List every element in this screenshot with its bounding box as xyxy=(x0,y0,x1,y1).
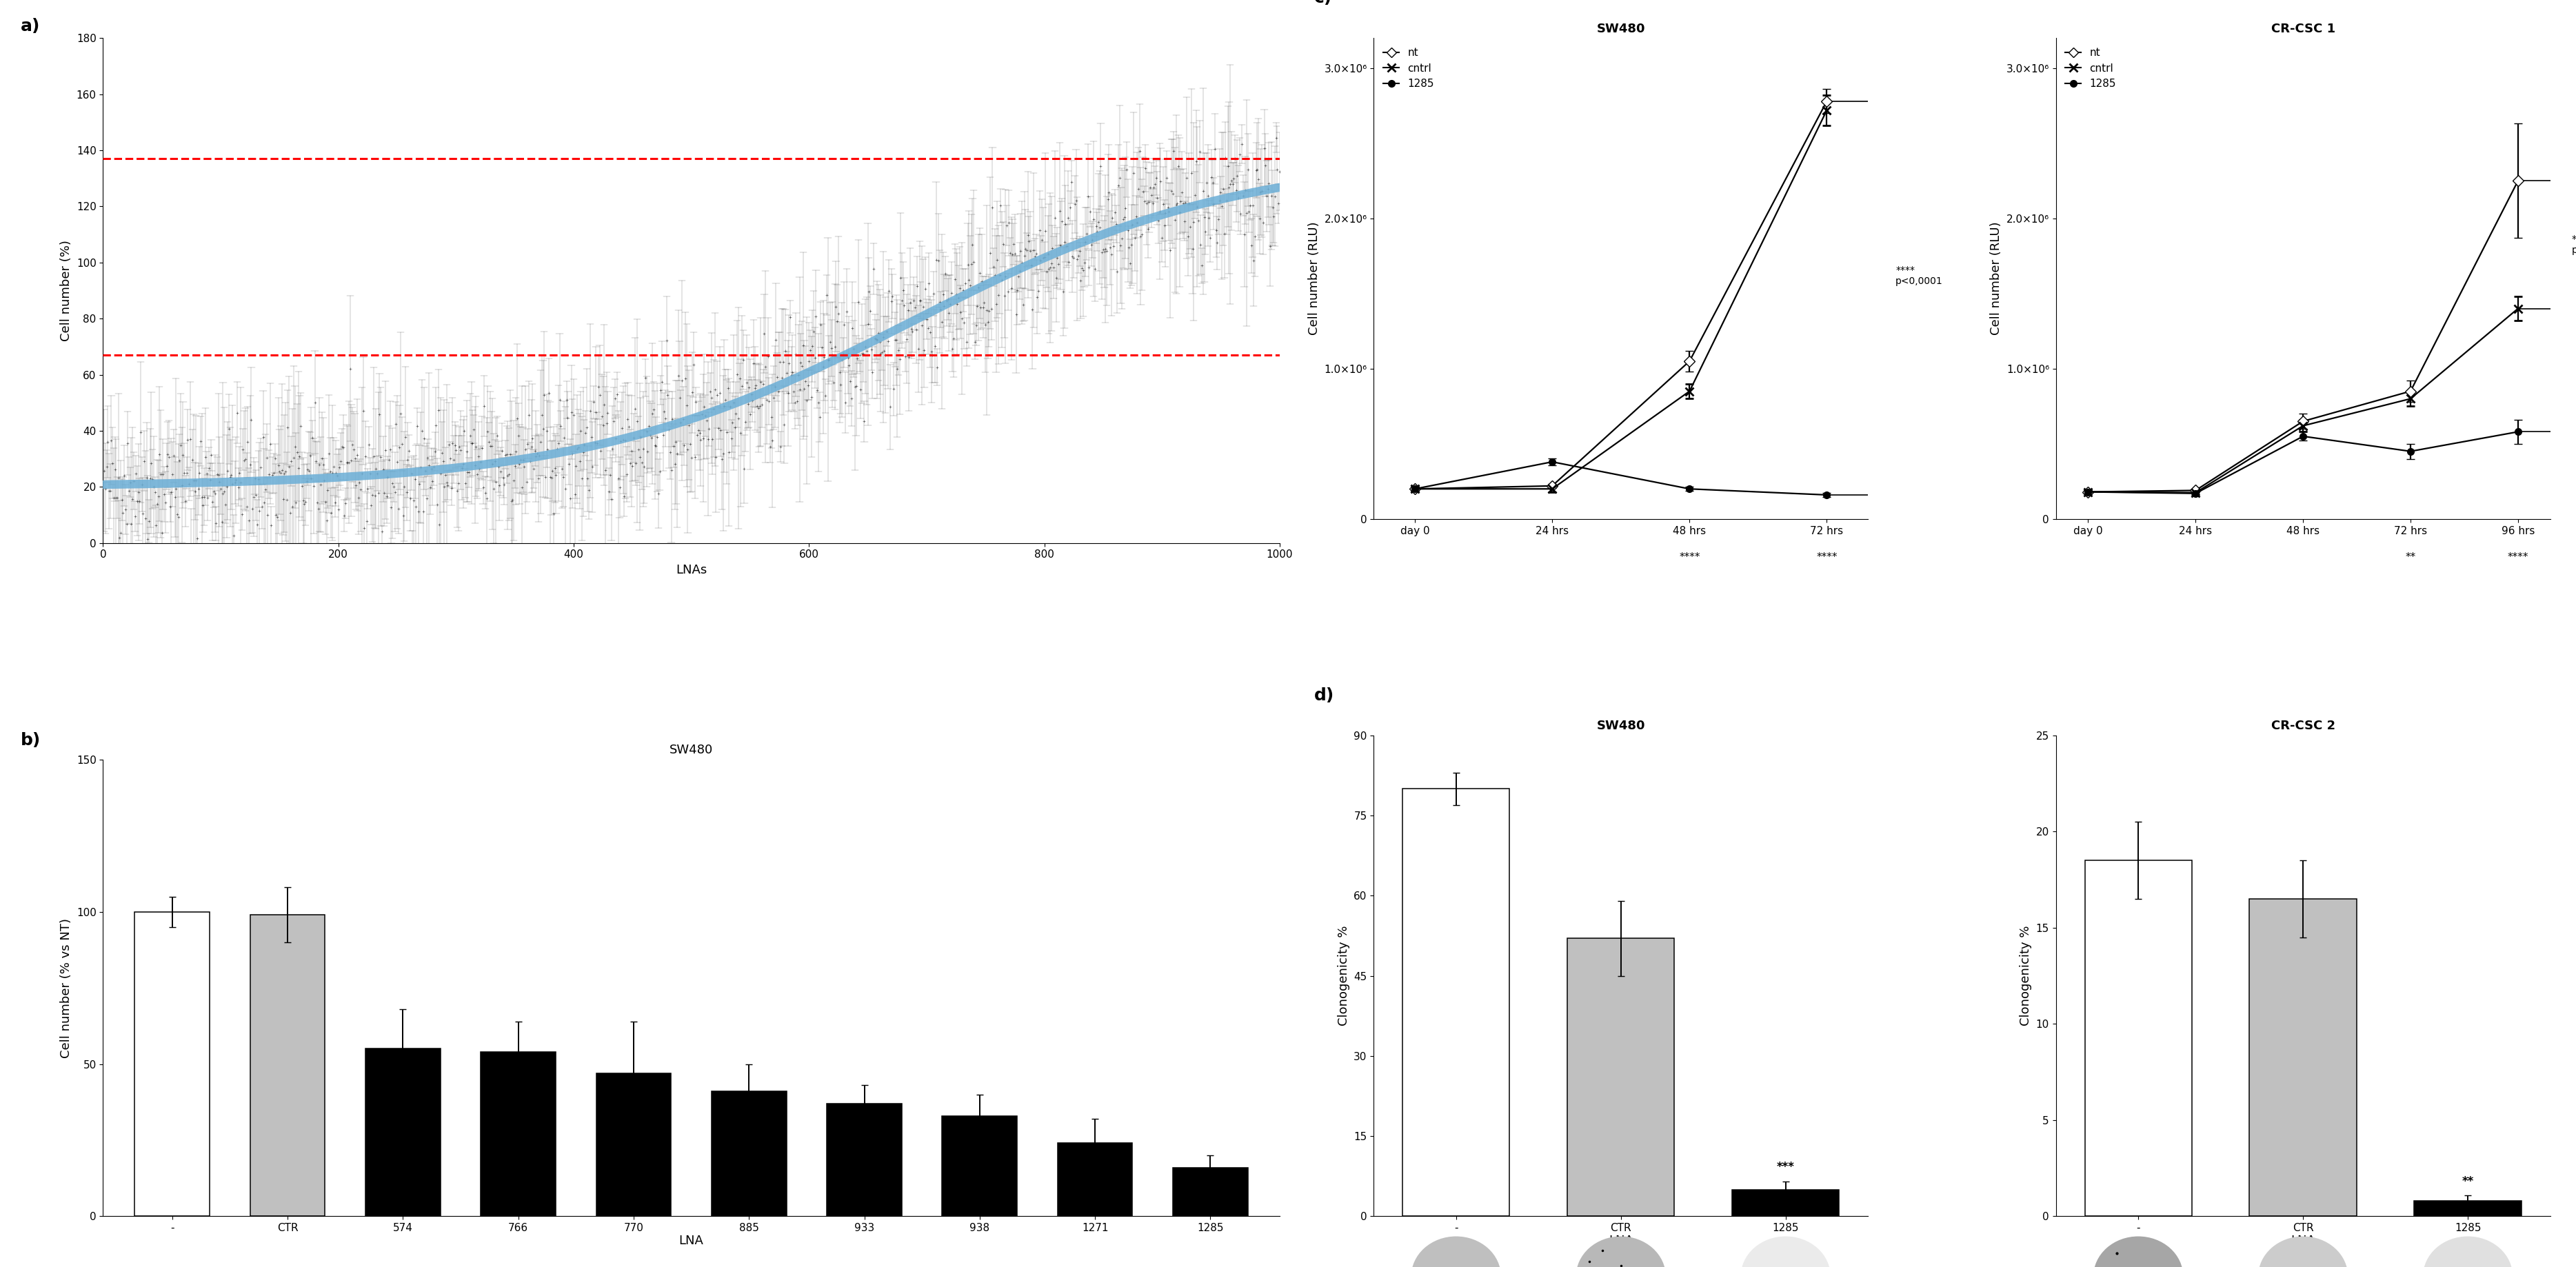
Text: ***: *** xyxy=(1777,1161,1795,1173)
Y-axis label: Clonogenicity %: Clonogenicity % xyxy=(1337,926,1350,1026)
Bar xyxy=(250,915,325,1216)
Text: d): d) xyxy=(1314,687,1334,704)
Bar xyxy=(2249,898,2357,1216)
Title: CR-CSC 2: CR-CSC 2 xyxy=(2272,720,2336,732)
Ellipse shape xyxy=(2424,1238,2512,1267)
Y-axis label: Cell number (RLU): Cell number (RLU) xyxy=(1309,222,1321,336)
X-axis label: LNA: LNA xyxy=(2290,1234,2316,1247)
Y-axis label: Cell number (RLU): Cell number (RLU) xyxy=(1991,222,2002,336)
Y-axis label: Clonogenicity %: Clonogenicity % xyxy=(2020,926,2032,1026)
X-axis label: LNAs: LNAs xyxy=(675,564,706,576)
Text: a): a) xyxy=(21,18,41,34)
Text: c): c) xyxy=(1314,0,1332,6)
Legend: nt, cntrl, 1285: nt, cntrl, 1285 xyxy=(2061,43,2120,94)
Bar xyxy=(2414,1201,2522,1216)
Bar xyxy=(482,1052,556,1216)
X-axis label: LNA: LNA xyxy=(680,1234,703,1247)
Ellipse shape xyxy=(2094,1238,2182,1267)
Title: SW480: SW480 xyxy=(1597,23,1646,35)
Ellipse shape xyxy=(1412,1238,1499,1267)
Ellipse shape xyxy=(1741,1238,1829,1267)
Ellipse shape xyxy=(1577,1238,1664,1267)
Text: ****
p<0,0001: **** p<0,0001 xyxy=(1896,265,1942,286)
Text: ****: **** xyxy=(2506,552,2530,563)
Text: b): b) xyxy=(21,732,41,749)
Text: **: ** xyxy=(2406,552,2416,563)
Title: SW480: SW480 xyxy=(670,744,714,756)
Bar xyxy=(1172,1168,1247,1216)
Title: CR-CSC 1: CR-CSC 1 xyxy=(2272,23,2336,35)
Bar xyxy=(1566,939,1674,1216)
Bar xyxy=(366,1049,440,1216)
Bar xyxy=(827,1104,902,1216)
Bar xyxy=(134,912,209,1216)
Ellipse shape xyxy=(2259,1238,2347,1267)
Text: ***
p=0,0001: *** p=0,0001 xyxy=(2571,234,2576,255)
Title: SW480: SW480 xyxy=(1597,720,1646,732)
Bar xyxy=(711,1091,786,1216)
Text: **: ** xyxy=(2463,1175,2473,1187)
Bar xyxy=(1731,1190,1839,1216)
Y-axis label: Cell number (% vs NT): Cell number (% vs NT) xyxy=(59,917,72,1058)
Bar xyxy=(1401,789,1510,1216)
Bar xyxy=(943,1116,1018,1216)
Legend: nt, cntrl, 1285: nt, cntrl, 1285 xyxy=(1378,43,1437,94)
Bar xyxy=(1059,1143,1133,1216)
Bar xyxy=(595,1073,672,1216)
Text: ****: **** xyxy=(1680,552,1700,563)
X-axis label: LNA: LNA xyxy=(1607,1234,1633,1247)
Y-axis label: Cell number (%): Cell number (%) xyxy=(59,239,72,341)
Text: ****: **** xyxy=(1816,552,1837,563)
Bar xyxy=(2084,860,2192,1216)
